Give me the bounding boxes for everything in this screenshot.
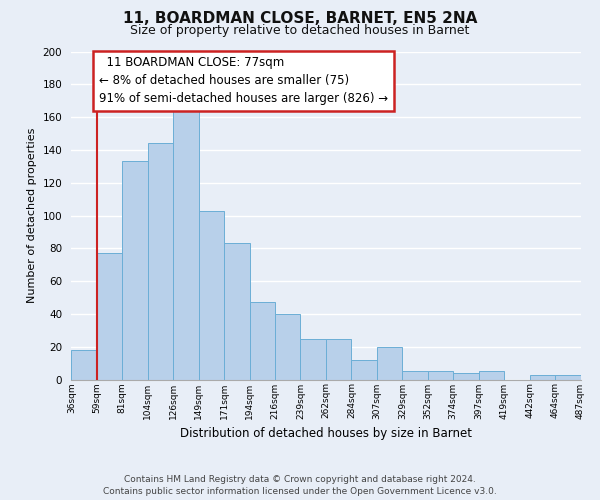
Bar (97, 253, 122, 380)
Text: 11, BOARDMAN CLOSE, BARNET, EN5 2NA: 11, BOARDMAN CLOSE, BARNET, EN5 2NA (123, 11, 477, 26)
Text: 11 BOARDMAN CLOSE: 77sqm  
← 8% of detached houses are smaller (75)
91% of semi-: 11 BOARDMAN CLOSE: 77sqm ← 8% of detache… (100, 56, 388, 106)
Bar (122, 162, 148, 380)
Bar (148, 144, 173, 380)
Bar (326, 338, 352, 380)
Bar (352, 360, 377, 380)
Bar (377, 346, 402, 380)
Bar (555, 374, 581, 380)
Bar (301, 338, 326, 380)
Bar (402, 372, 428, 380)
Bar (224, 244, 250, 380)
Bar (453, 373, 479, 380)
Bar (275, 314, 301, 380)
Bar (250, 302, 275, 380)
X-axis label: Distribution of detached houses by size in Barnet: Distribution of detached houses by size … (180, 427, 472, 440)
Text: Contains HM Land Registry data © Crown copyright and database right 2024.
Contai: Contains HM Land Registry data © Crown c… (103, 474, 497, 496)
Bar (530, 374, 555, 380)
Text: Size of property relative to detached houses in Barnet: Size of property relative to detached ho… (130, 24, 470, 37)
Bar (71, 350, 97, 380)
Y-axis label: Number of detached properties: Number of detached properties (27, 128, 37, 303)
Bar (199, 210, 224, 380)
Bar (428, 372, 453, 380)
Bar (479, 372, 504, 380)
Bar (173, 109, 199, 380)
